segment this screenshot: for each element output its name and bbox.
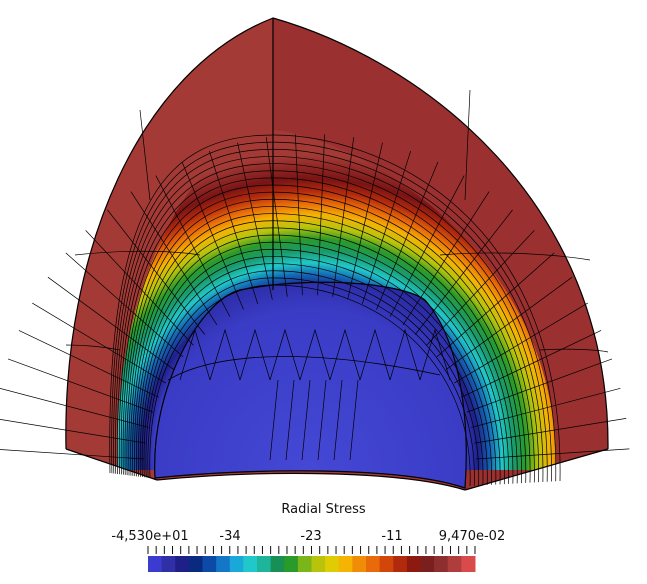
- scalar-bar-label-4: -11: [381, 529, 403, 544]
- mesh-line: [299, 328, 331, 381]
- mesh-line: [376, 161, 439, 310]
- mesh-line: [317, 134, 325, 296]
- mesh-line: [461, 330, 602, 398]
- mesh-line: [265, 137, 288, 297]
- mesh-line: [436, 252, 555, 358]
- mesh-line: [18, 330, 159, 398]
- mesh-line: [237, 142, 273, 300]
- mesh-line: [361, 150, 411, 304]
- mesh-line: [7, 358, 154, 413]
- mesh-line: [155, 175, 231, 317]
- mesh-line: [285, 379, 295, 461]
- mesh-line: [181, 161, 244, 310]
- mesh-line: [317, 379, 327, 461]
- mesh-line: [269, 379, 279, 461]
- mesh-line: [295, 134, 303, 296]
- mesh-line: [0, 449, 145, 460]
- mesh-line: [426, 230, 535, 346]
- mesh-line: [301, 379, 311, 461]
- scalar-bar-label-3: -23: [300, 529, 322, 544]
- mesh-line: [349, 379, 359, 461]
- mesh-line: [466, 358, 613, 413]
- mesh-line: [333, 379, 343, 461]
- shell-edges: [65, 17, 609, 491]
- mesh-line: [464, 89, 471, 201]
- mesh-line: [445, 276, 573, 370]
- mesh-line: [471, 387, 621, 428]
- scalar-bar-title: Radial Stress: [281, 502, 366, 517]
- mesh-line: [47, 276, 175, 370]
- mesh-line: [454, 302, 588, 384]
- scalar-bar-label-max: 9,470e-02: [438, 529, 506, 544]
- mesh-line: [209, 328, 241, 381]
- mesh-line: [359, 328, 391, 381]
- mesh-line: [347, 142, 383, 300]
- mesh-line: [439, 252, 591, 261]
- mesh-line: [139, 109, 151, 201]
- mesh-line: [474, 418, 627, 444]
- mesh-line: [117, 163, 544, 482]
- mesh-line: [389, 328, 421, 381]
- mesh-line: [402, 191, 490, 326]
- mesh-line: [107, 209, 206, 335]
- mesh-line: [179, 328, 211, 381]
- mesh-line: [419, 328, 451, 381]
- mesh-line: [85, 230, 194, 346]
- mesh-line: [130, 191, 218, 326]
- mesh-line: [332, 137, 355, 297]
- mesh-line: [239, 328, 271, 381]
- mesh-line: [269, 328, 301, 381]
- mesh-line: [0, 419, 146, 444]
- mesh-line: [389, 175, 465, 317]
- mesh-line: [32, 302, 166, 384]
- scalar-bar-label-min: -4,530e+01: [111, 529, 189, 544]
- mesh-line: [329, 328, 361, 381]
- mesh-line: [539, 348, 609, 353]
- mesh-line: [124, 191, 527, 483]
- mesh-line: [0, 388, 149, 428]
- scalar-bar-label-2: -34: [219, 529, 241, 544]
- mesh-line: [209, 150, 259, 304]
- mesh-line: [414, 209, 513, 335]
